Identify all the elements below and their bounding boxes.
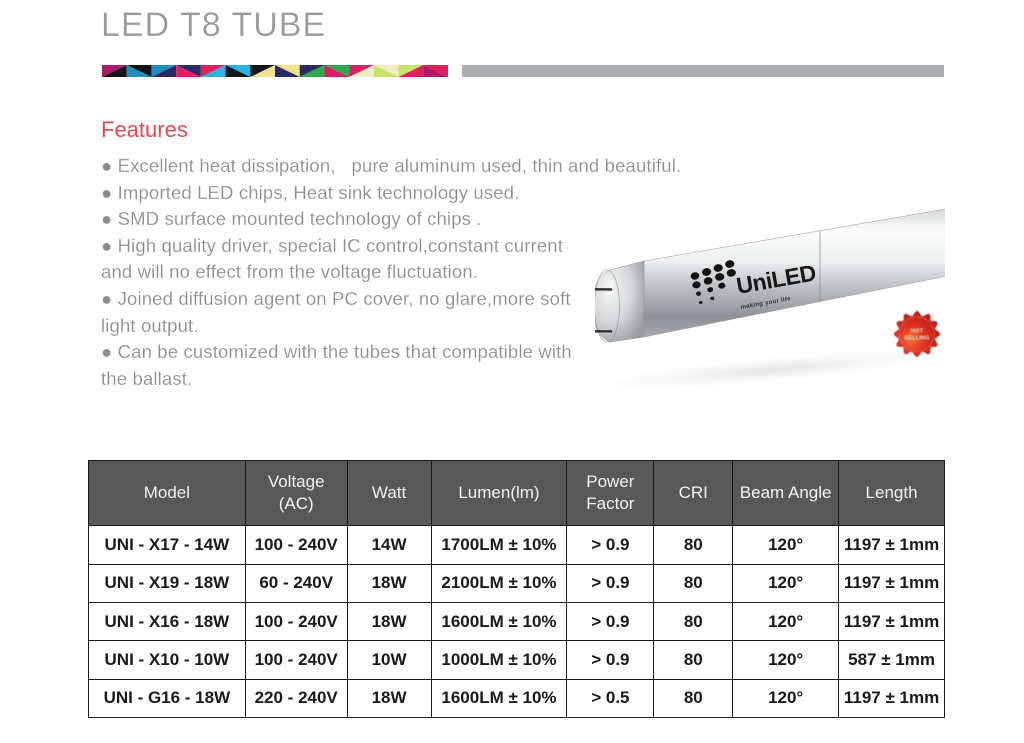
svg-text:HOT: HOT bbox=[911, 329, 924, 335]
svg-text:SELLING: SELLING bbox=[904, 335, 930, 341]
